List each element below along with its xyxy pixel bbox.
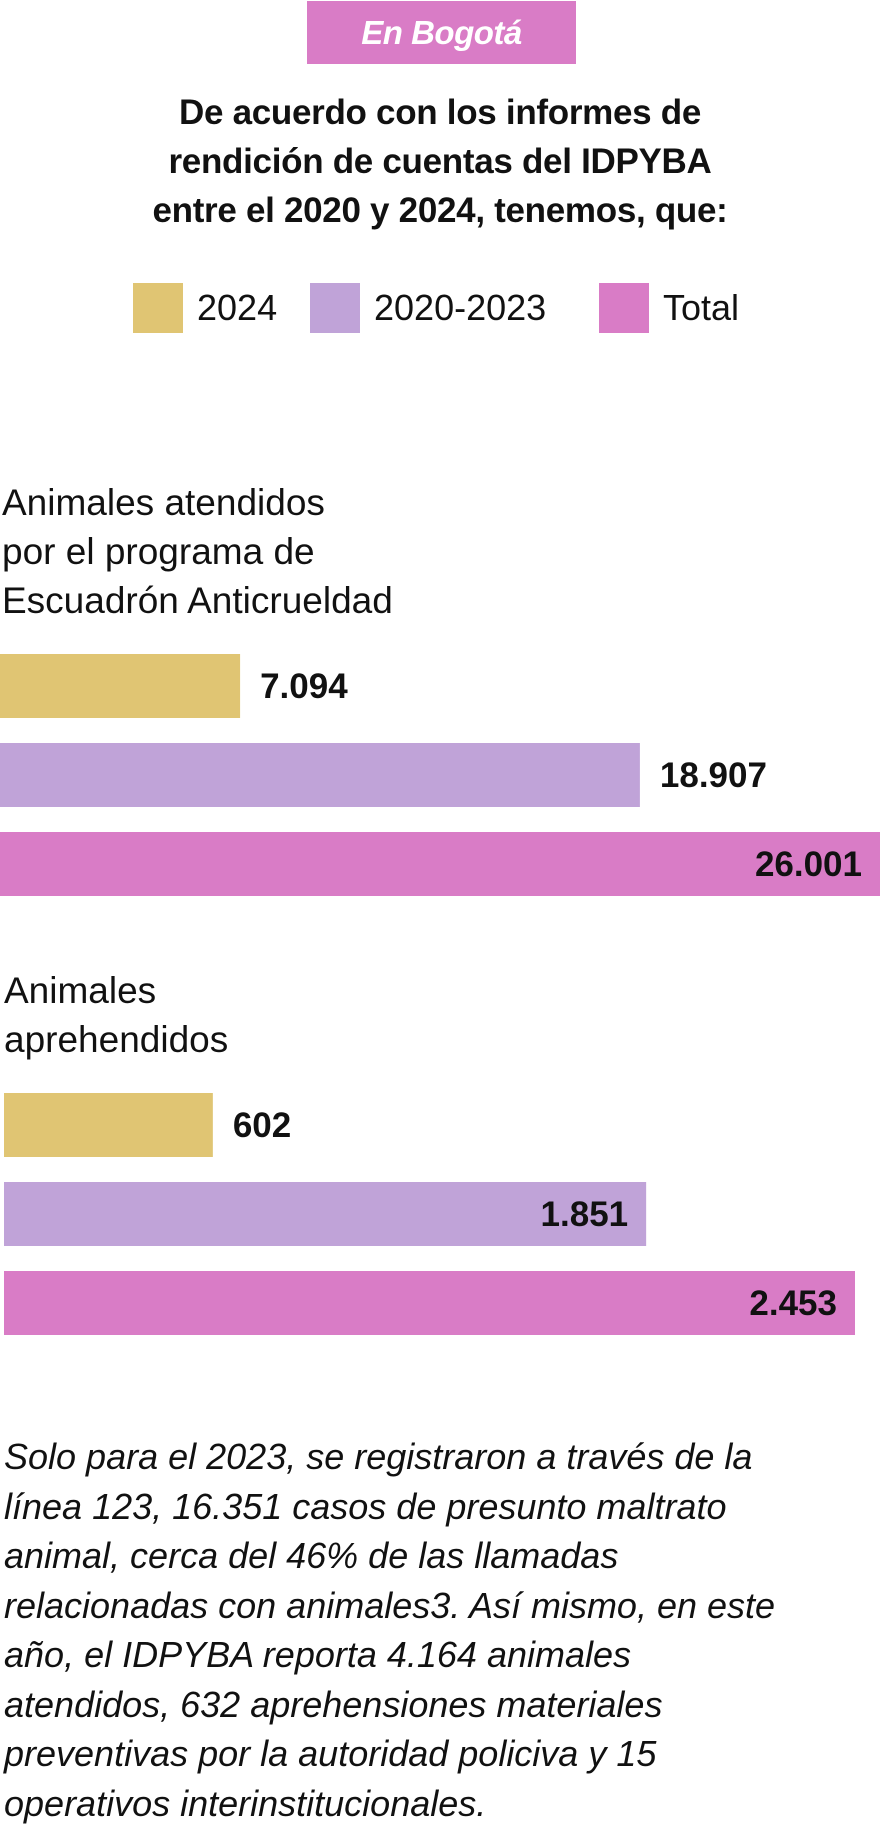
- value-label: 7.094: [260, 667, 348, 706]
- bar-2024: [4, 1093, 213, 1157]
- chart-title-atendidos: Animales atendidos por el programa de Es…: [2, 478, 393, 625]
- bar-chart-atendidos: 7.094 18.907 26.001: [0, 654, 880, 896]
- legend-swatch: [599, 283, 649, 333]
- legend-label: Total: [663, 287, 740, 328]
- chart-title-line: Animales atendidos: [2, 482, 325, 523]
- bar-2024: [0, 654, 241, 718]
- headline-line: entre el 2020 y 2024, tenemos, que:: [152, 191, 728, 230]
- legend-item-total: Total: [599, 283, 739, 333]
- footnote-line: preventivas por la autoridad policiva y …: [4, 1733, 657, 1774]
- value-label: 26.001: [755, 845, 862, 884]
- chart-title-line: Animales: [4, 970, 157, 1011]
- bar-chart-aprehendidos: 602 1.851 2.453: [4, 1093, 855, 1335]
- footnote-line: atendidos, 632 aprehensiones materiales: [4, 1683, 663, 1725]
- bar-2020-2023: [4, 1182, 647, 1246]
- headline-line: rendición de cuentas del IDPYBA: [168, 142, 712, 181]
- headline-line: De acuerdo con los informes de: [179, 93, 701, 132]
- bar-2020-2023: [0, 743, 640, 807]
- footnote-line: Solo para el 2023, se registraron a trav…: [4, 1436, 753, 1477]
- value-label: 2.453: [749, 1284, 837, 1323]
- chart-title-line: por el programa de: [2, 531, 315, 572]
- value-label: 1.851: [541, 1195, 629, 1234]
- legend-swatch: [310, 283, 360, 333]
- footnote-line: año, el IDPYBA reporta 4.164 animales: [4, 1634, 632, 1675]
- legend-item-2024: 2024: [133, 283, 277, 333]
- legend-item-2020-2023: 2020-2023: [310, 283, 546, 333]
- footnote: Solo para el 2023, se registraron a trav…: [4, 1432, 884, 1828]
- section-tag: En Bogotá: [307, 1, 576, 64]
- chart-title-line: Escuadrón Anticrueldad: [2, 580, 393, 621]
- footnote-line: relacionadas con animales3. Así mismo, e…: [4, 1584, 776, 1626]
- bar-Total: [4, 1271, 855, 1335]
- footnote-line: línea 123, 16.351 casos de presunto malt…: [4, 1485, 727, 1527]
- headline: De acuerdo con los informes de rendición…: [60, 88, 820, 235]
- bar-Total: [0, 832, 880, 896]
- legend-label: 2024: [197, 287, 278, 328]
- value-label: 18.907: [660, 756, 767, 795]
- value-label: 602: [233, 1106, 291, 1145]
- footnote-line: animal, cerca del 46% de las llamadas: [4, 1535, 619, 1576]
- footnote-line: operativos interinstitucionales.: [4, 1782, 487, 1824]
- legend-label: 2020-2023: [374, 287, 547, 328]
- chart-title-aprehendidos: Animales aprehendidos: [4, 966, 228, 1064]
- legend-swatch: [133, 283, 183, 333]
- chart-title-line: aprehendidos: [4, 1019, 229, 1060]
